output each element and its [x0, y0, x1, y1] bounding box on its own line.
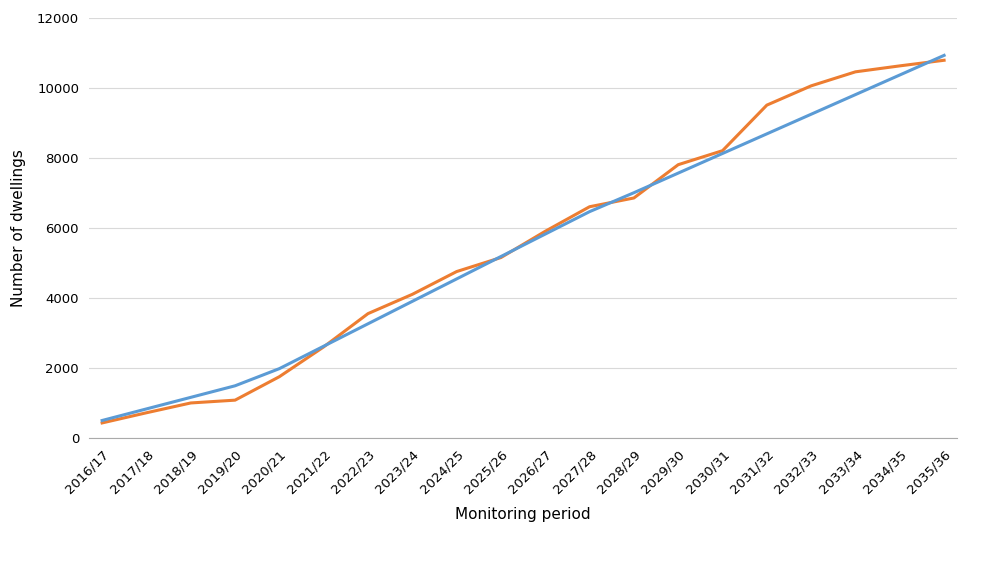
Requirement (cumulative)	[317, 343, 329, 350]
Requirement (cumulative)	[938, 52, 950, 59]
Requirement (cumulative)	[760, 130, 772, 137]
Supply (cumulative)	[716, 147, 728, 154]
Supply (cumulative)	[805, 82, 816, 89]
Supply (cumulative)	[583, 203, 595, 210]
Requirement (cumulative)	[893, 71, 905, 78]
Supply (cumulative)	[451, 268, 462, 275]
Requirement (cumulative)	[184, 394, 196, 401]
Supply (cumulative)	[495, 254, 507, 261]
Supply (cumulative)	[938, 57, 950, 64]
Line: Supply (cumulative): Supply (cumulative)	[102, 60, 944, 423]
Supply (cumulative)	[671, 161, 683, 168]
Requirement (cumulative)	[406, 298, 418, 305]
Requirement (cumulative)	[805, 111, 816, 118]
Requirement (cumulative)	[538, 231, 550, 238]
Requirement (cumulative)	[627, 189, 639, 196]
Supply (cumulative)	[273, 373, 285, 380]
Requirement (cumulative)	[362, 320, 374, 327]
Supply (cumulative)	[229, 397, 241, 404]
Supply (cumulative)	[627, 194, 639, 201]
Supply (cumulative)	[96, 419, 107, 426]
Supply (cumulative)	[362, 310, 374, 317]
Requirement (cumulative)	[451, 276, 462, 283]
Requirement (cumulative)	[849, 91, 861, 98]
Supply (cumulative)	[760, 102, 772, 109]
Supply (cumulative)	[893, 62, 905, 69]
Requirement (cumulative)	[140, 405, 152, 412]
Requirement (cumulative)	[96, 417, 107, 424]
Requirement (cumulative)	[716, 150, 728, 157]
Requirement (cumulative)	[495, 253, 507, 260]
Requirement (cumulative)	[583, 208, 595, 215]
Requirement (cumulative)	[671, 169, 683, 176]
Requirement (cumulative)	[229, 383, 241, 390]
Y-axis label: Number of dwellings: Number of dwellings	[11, 149, 26, 307]
Supply (cumulative)	[406, 291, 418, 298]
Requirement (cumulative)	[273, 365, 285, 372]
X-axis label: Monitoring period: Monitoring period	[455, 507, 591, 522]
Supply (cumulative)	[849, 68, 861, 75]
Supply (cumulative)	[140, 409, 152, 416]
Line: Requirement (cumulative): Requirement (cumulative)	[102, 55, 944, 420]
Supply (cumulative)	[317, 343, 329, 350]
Supply (cumulative)	[184, 399, 196, 406]
Supply (cumulative)	[538, 228, 550, 235]
